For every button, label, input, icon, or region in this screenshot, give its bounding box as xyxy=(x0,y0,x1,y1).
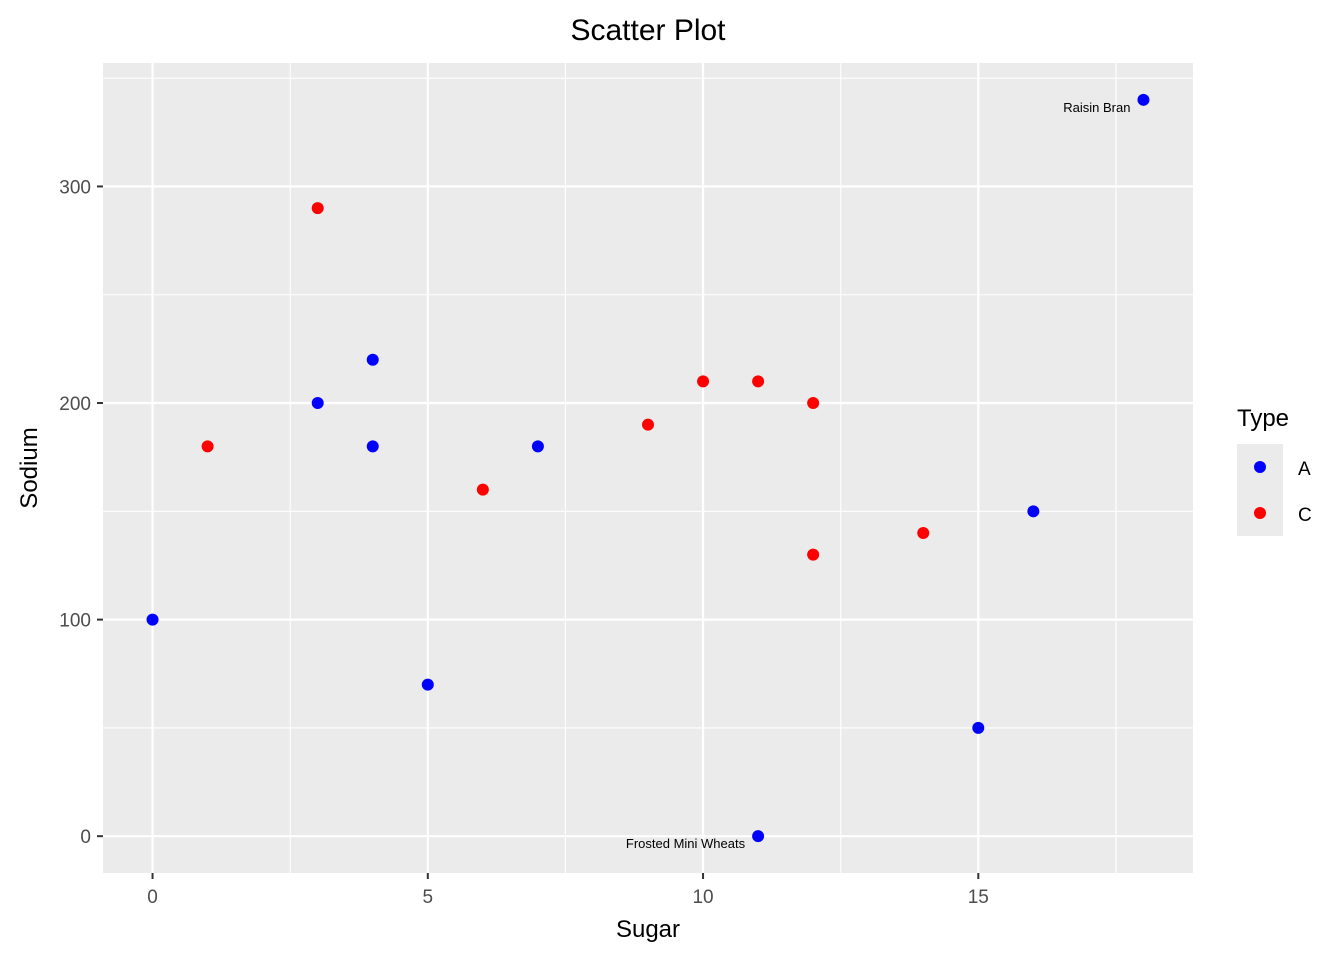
legend-label-a: A xyxy=(1298,459,1311,480)
legend-key-c xyxy=(1254,507,1266,519)
data-point-a xyxy=(752,830,765,843)
data-point-c xyxy=(752,375,765,388)
legend-label-c: C xyxy=(1298,505,1312,526)
data-point-a xyxy=(311,397,324,410)
data-point-c xyxy=(642,418,654,431)
major-gridlines xyxy=(103,63,1193,873)
chart-title: Scatter Plot xyxy=(570,14,726,47)
point-label: Raisin Bran xyxy=(1063,100,1130,115)
legend: Type A C xyxy=(1237,405,1312,536)
legend-title: Type xyxy=(1237,405,1289,432)
legend-key-a xyxy=(1254,461,1266,473)
minor-gridlines xyxy=(103,63,1193,873)
x-tick-label: 15 xyxy=(968,887,989,908)
axis-ticks xyxy=(97,185,980,879)
legend-key-bg xyxy=(1237,444,1283,536)
y-axis-title: Sodium xyxy=(16,427,43,508)
data-point-a xyxy=(1027,505,1040,518)
data-point-a xyxy=(421,678,434,691)
x-tick-label: 10 xyxy=(692,887,713,908)
data-point-c xyxy=(697,375,710,388)
x-tick-label: 5 xyxy=(423,887,434,908)
x-tick-label: 0 xyxy=(147,887,158,908)
y-tick-label: 0 xyxy=(80,827,91,848)
data-point-a xyxy=(972,721,985,734)
data-point-c xyxy=(917,526,930,539)
y-tick-label: 200 xyxy=(59,394,91,415)
data-point-a xyxy=(1137,93,1150,106)
data-point-c xyxy=(201,440,214,453)
data-point-c xyxy=(476,483,489,496)
y-tick-label: 300 xyxy=(59,177,91,198)
x-axis-title: Sugar xyxy=(616,916,680,943)
y-tick-label: 100 xyxy=(59,611,91,632)
plot-panel xyxy=(103,63,1193,873)
point-annotations: Frosted Mini Wheats Raisin Bran xyxy=(626,100,1131,851)
data-point-a xyxy=(366,353,379,366)
data-points xyxy=(146,93,1150,843)
data-point-a xyxy=(146,613,159,626)
data-point-c xyxy=(807,548,820,561)
data-point-c xyxy=(807,397,820,410)
data-point-a xyxy=(531,440,544,453)
data-point-c xyxy=(311,202,324,215)
data-point-a xyxy=(366,440,379,453)
point-label: Frosted Mini Wheats xyxy=(626,836,746,851)
tick-labels: 0 5 10 15 0 100 200 300 xyxy=(59,177,989,908)
